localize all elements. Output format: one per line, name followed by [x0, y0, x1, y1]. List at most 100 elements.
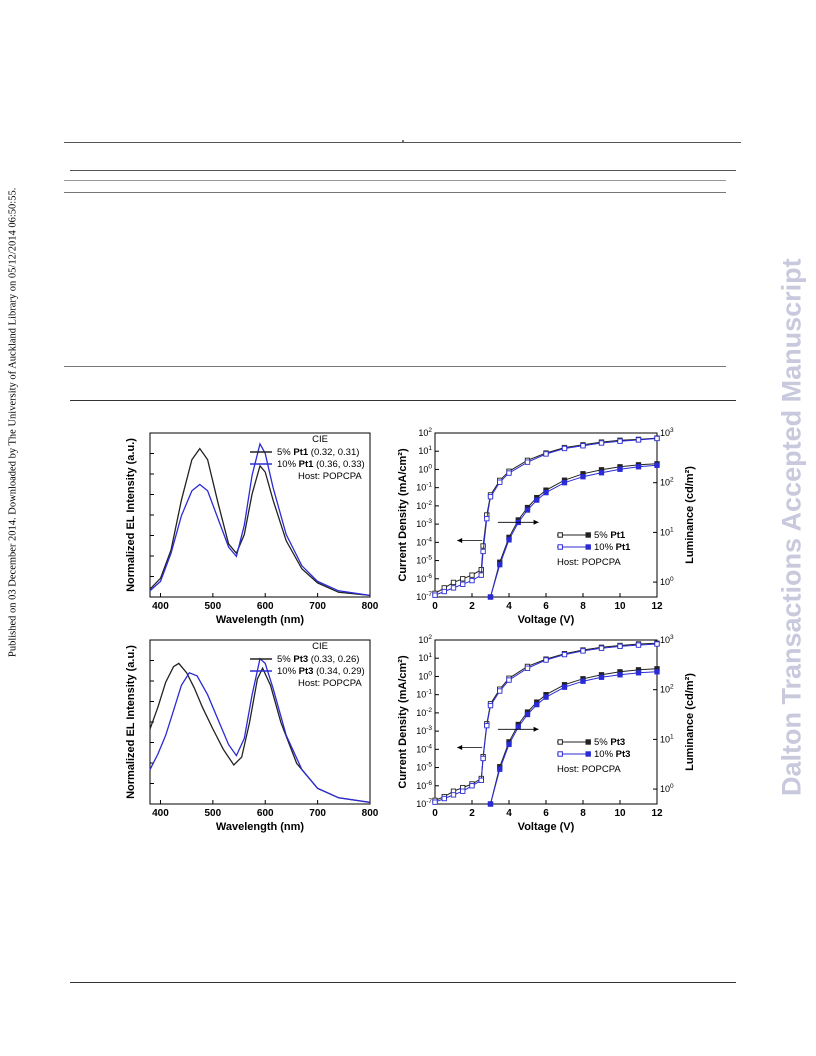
data-point — [561, 445, 568, 452]
data-point — [478, 572, 484, 578]
plot-frame — [434, 639, 658, 805]
data-point — [561, 480, 568, 486]
column-divider-mark — [402, 140, 404, 142]
data-point — [524, 665, 531, 671]
data-point — [580, 474, 586, 480]
data-point — [497, 562, 503, 568]
data-point — [506, 677, 512, 683]
y-tick-label: 10-2 — [416, 707, 432, 718]
x-tick-label: 400 — [152, 808, 169, 819]
data-point — [469, 577, 475, 584]
data-point — [450, 792, 457, 798]
data-point — [561, 684, 568, 690]
y-tick-label: 101 — [418, 652, 432, 663]
data-point — [484, 515, 490, 522]
table-body-bottom-rule — [64, 366, 726, 367]
y-tick-label: 10-5 — [416, 762, 432, 773]
x-tick-label: 6 — [543, 601, 549, 612]
x-axis-label: Voltage (V) — [518, 614, 575, 626]
series-line — [490, 668, 658, 805]
data-point — [598, 674, 605, 680]
data-point — [524, 507, 531, 513]
data-point — [469, 783, 475, 789]
jvl-pt3-chart: 10-710-610-510-410-310-210-1100101102100… — [397, 634, 696, 833]
data-point — [484, 722, 490, 729]
el-spectrum-pt1-chart: 400 500 600 700 800 Wavelength (nm) Normalized… — [125, 432, 379, 626]
series-line — [490, 671, 658, 805]
x-tick-label: 800 — [362, 808, 379, 819]
data-point — [580, 443, 586, 449]
x-tick-label: 700 — [309, 601, 326, 612]
data-point — [478, 777, 484, 783]
data-point — [654, 641, 660, 647]
y-axis-label: Current Density (mA/cm²) — [397, 655, 409, 789]
y-tick-label: 100 — [418, 463, 432, 474]
y2-axis-label: Luminance (cd/m²) — [684, 466, 696, 564]
data-point — [450, 585, 457, 591]
y-tick-label: 10-7 — [416, 591, 432, 602]
data-point — [524, 711, 531, 718]
right-axis-arrowhead — [533, 519, 539, 525]
y-tick-label: 10-7 — [416, 798, 432, 809]
data-point — [654, 669, 660, 675]
data-point — [635, 642, 642, 648]
data-point — [441, 588, 447, 595]
series-line — [434, 642, 658, 801]
x-tick-label: 400 — [152, 601, 169, 612]
y2-tick-label: 102 — [660, 684, 674, 695]
x-tick-label: 8 — [580, 601, 586, 612]
legend-marker-open — [557, 532, 563, 538]
data-point — [506, 741, 512, 748]
legend-marker-filled — [585, 751, 591, 757]
y2-tick-label: 103 — [660, 427, 674, 438]
spectrum-line — [149, 662, 371, 804]
legend-entry: 10% Pt1 (0.36, 0.33) — [277, 459, 365, 470]
data-point — [635, 670, 642, 676]
data-point — [617, 672, 623, 678]
data-point — [469, 572, 475, 578]
data-point — [450, 579, 457, 586]
y2-tick-label: 102 — [660, 477, 674, 488]
data-point — [487, 702, 494, 709]
y2-tick-label: 100 — [660, 783, 674, 794]
data-point — [524, 459, 531, 465]
x-axis-label: Voltage (V) — [518, 821, 575, 833]
y-axis-label: Current Density (mA/cm²) — [397, 448, 409, 582]
y-tick-label: 10-6 — [416, 573, 432, 584]
data-point — [460, 581, 466, 587]
right-axis-arrowhead — [533, 726, 539, 732]
legend-entry: 10% Pt3 — [594, 749, 630, 760]
page-footer-rule — [70, 982, 736, 983]
spectrum-line — [149, 657, 371, 804]
data-point — [598, 470, 605, 476]
x-tick-label: 10 — [614, 601, 626, 612]
data-point — [460, 576, 466, 582]
data-point — [506, 470, 512, 476]
data-point — [654, 462, 660, 468]
spectrum-line — [149, 447, 371, 597]
data-point — [543, 694, 549, 700]
x-tick-label: 10 — [614, 808, 626, 819]
data-point — [580, 678, 586, 684]
data-point — [543, 489, 549, 496]
data-point — [487, 594, 494, 600]
data-point — [534, 497, 540, 503]
legend-entry: 5% Pt1 — [594, 530, 626, 541]
data-point — [617, 643, 623, 650]
legend-host-note: Host: POPCPA — [557, 557, 621, 568]
x-tick-label: 8 — [580, 808, 586, 819]
table-top-rule — [64, 142, 741, 143]
legend-title: CIE — [312, 641, 328, 652]
y-axis-label: Normalized EL Intensity (a.u.) — [125, 645, 137, 799]
x-tick-label: 2 — [469, 601, 475, 612]
y2-tick-label: 103 — [660, 634, 674, 645]
y-tick-label: 10-2 — [416, 500, 432, 511]
y-tick-label: 100 — [418, 670, 432, 681]
legend-marker-open — [557, 739, 563, 745]
data-point — [487, 801, 494, 807]
x-tick-label: 0 — [432, 808, 438, 819]
y-axis-label: Normalized EL Intensity (a.u.) — [125, 438, 137, 592]
data-point — [432, 799, 438, 805]
data-point — [497, 766, 503, 772]
data-point — [598, 440, 605, 446]
